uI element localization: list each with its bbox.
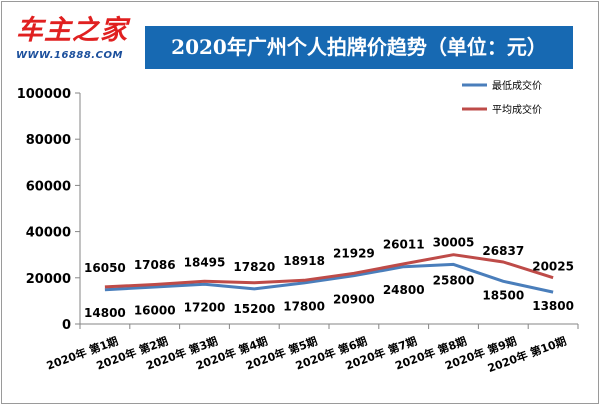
y-tick-label: 0 <box>62 318 71 333</box>
data-labels: 14800 16000 17200 15200 17800 20900 24800 25800… <box>84 235 574 320</box>
data-label: 18918 <box>283 254 325 268</box>
data-label: 18500 <box>482 288 524 302</box>
y-axis-ticks: 0 20000 40000 60000 80000 100000 <box>17 87 80 333</box>
data-label: 17820 <box>233 260 275 274</box>
data-label: 24800 <box>383 283 425 297</box>
y-tick-label: 80000 <box>26 133 71 148</box>
data-label: 20900 <box>333 292 375 306</box>
data-label: 14800 <box>84 306 126 320</box>
legend-label: 平均成交价 <box>492 103 542 116</box>
data-label: 15200 <box>233 302 275 316</box>
data-label: 20025 <box>532 260 574 274</box>
data-label: 16050 <box>84 261 126 275</box>
data-label: 25800 <box>433 274 475 288</box>
data-label: 16000 <box>134 304 176 318</box>
series-line-lowest <box>104 262 554 294</box>
logo-text: 车主之家 <box>16 15 128 46</box>
data-label: 21929 <box>333 247 375 261</box>
logo-url: WWW.16888.COM <box>16 50 123 61</box>
series-lines <box>104 253 554 294</box>
chart-title: 2020年广州个人拍牌价趋势（单位：元） <box>145 26 573 69</box>
series-line-average <box>104 253 554 289</box>
data-label: 26837 <box>482 244 524 258</box>
data-label: 17200 <box>184 300 226 314</box>
y-tick-label: 20000 <box>26 272 71 287</box>
data-label: 17086 <box>134 258 176 272</box>
data-label: 26011 <box>383 238 425 252</box>
data-label: 17800 <box>283 299 325 313</box>
y-tick-label: 60000 <box>26 179 71 194</box>
legend-label: 最低成交价 <box>492 79 542 92</box>
data-label: 18495 <box>184 255 226 269</box>
data-label: 13800 <box>532 299 574 313</box>
site-logo: 车主之家 WWW.16888.COM <box>16 14 144 74</box>
data-label: 30005 <box>433 235 475 249</box>
y-tick-label: 100000 <box>17 87 71 102</box>
y-tick-label: 40000 <box>26 226 71 241</box>
